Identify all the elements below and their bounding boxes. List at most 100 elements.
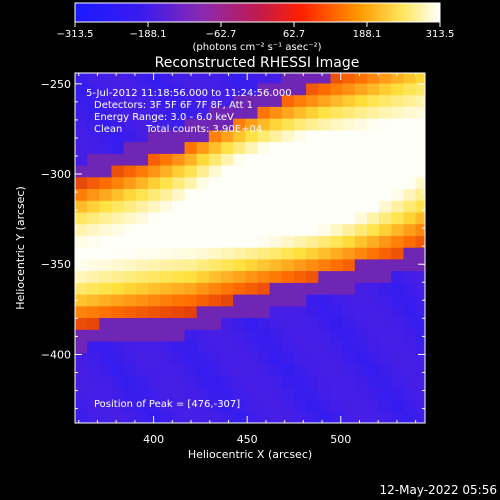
heatmap-cell <box>269 247 283 260</box>
heatmap-cell <box>172 235 186 248</box>
heatmap-cell <box>391 200 405 213</box>
heatmap-cell <box>172 282 186 295</box>
heatmap-cell <box>391 82 405 96</box>
heatmap-cell <box>87 94 100 107</box>
annotation-detectors: Detectors: 3F 5F 6F 7F 8F, Att 1 <box>94 100 253 111</box>
colorbar <box>75 3 440 22</box>
heatmap-cell <box>306 165 319 178</box>
heatmap-cell <box>135 118 149 131</box>
heatmap-cell <box>269 129 283 143</box>
heatmap-cell <box>342 387 356 401</box>
heatmap-cell <box>123 317 137 330</box>
heatmap-cell <box>233 106 246 119</box>
heatmap-cell <box>367 200 380 213</box>
heatmap-cell <box>148 329 161 342</box>
heatmap-cell <box>257 411 271 423</box>
heatmap-cell <box>208 106 222 119</box>
heatmap-cell <box>75 165 88 178</box>
heatmap-cell <box>342 200 356 213</box>
heatmap-cell <box>172 94 186 107</box>
heatmap-cell <box>123 270 137 283</box>
heatmap-cell <box>330 399 344 412</box>
heatmap-cell <box>184 329 198 342</box>
heatmap-cell <box>233 294 246 307</box>
heatmap-cell <box>87 282 100 295</box>
heatmap-cell <box>257 176 271 189</box>
heatmap-cell <box>245 223 259 236</box>
y-tick-label: −250 <box>41 78 71 91</box>
heatmap-cell <box>342 305 356 318</box>
heatmap-cell <box>342 247 356 260</box>
heatmap-cell <box>391 294 405 307</box>
heatmap-cell <box>391 282 405 295</box>
heatmap-cell <box>367 340 380 354</box>
heatmap-cell <box>184 247 198 260</box>
heatmap-cell <box>245 73 259 84</box>
heatmap-cell <box>135 106 149 119</box>
heatmap-cell <box>87 247 100 260</box>
heatmap-cell <box>87 294 100 307</box>
heatmap-cell <box>123 82 137 96</box>
heatmap-cell <box>354 73 368 84</box>
heatmap-cell <box>87 258 100 272</box>
heatmap-cell <box>257 223 271 236</box>
heatmap-cell <box>99 200 113 213</box>
heatmap-cell <box>87 305 100 318</box>
heatmap-cell <box>318 282 332 295</box>
heatmap-cell <box>208 258 222 272</box>
heatmap-cell <box>318 376 332 389</box>
heatmap-cell <box>123 235 137 248</box>
heatmap-cell <box>306 340 319 354</box>
heatmap-cell <box>172 305 186 318</box>
heatmap-cell <box>135 294 149 307</box>
heatmap-cell <box>196 247 210 260</box>
y-tick-label: −300 <box>41 168 71 181</box>
heatmap-cell <box>245 364 259 377</box>
heatmap-cell <box>87 188 100 201</box>
heatmap-cell <box>354 340 368 354</box>
x-tick-label: 400 <box>143 433 164 446</box>
heatmap-cell <box>415 399 425 412</box>
heatmap-cell <box>391 329 405 342</box>
heatmap-cell <box>269 329 283 342</box>
heatmap-cell <box>221 188 234 201</box>
heatmap-cell <box>221 73 234 84</box>
heatmap-cell <box>208 387 222 401</box>
heatmap-cell <box>415 211 425 225</box>
heatmap-cell <box>99 211 113 225</box>
heatmap-cell <box>257 294 271 307</box>
heatmap-cell <box>269 82 283 96</box>
heatmap-cell <box>257 153 271 166</box>
heatmap-cell <box>354 94 368 107</box>
heatmap-cell <box>354 82 368 96</box>
heatmap-cell <box>306 317 319 330</box>
heatmap-cell <box>294 176 307 189</box>
heatmap-cell <box>391 258 405 272</box>
heatmap-cell <box>281 176 295 189</box>
heatmap-cell <box>221 270 234 283</box>
heatmap-cell <box>330 329 344 342</box>
heatmap-cell <box>306 176 319 189</box>
heatmap-cell <box>306 352 319 365</box>
heatmap-cell <box>318 235 332 248</box>
heatmap-cell <box>269 340 283 354</box>
heatmap-cell <box>99 141 113 154</box>
heatmap-cell <box>99 399 113 412</box>
heatmap-cell <box>330 118 344 131</box>
heatmap-cell <box>294 118 307 131</box>
heatmap-cell <box>391 305 405 318</box>
heatmap-cell <box>318 153 332 166</box>
heatmap-cell <box>87 364 100 377</box>
heatmap-cell <box>123 340 137 354</box>
heatmap-cell <box>148 73 161 84</box>
heatmap-cell <box>160 340 173 354</box>
heatmap-cell <box>172 176 186 189</box>
heatmap-cell <box>135 176 149 189</box>
heatmap-cell <box>415 294 425 307</box>
heatmap-cell <box>184 411 198 423</box>
heatmap-cell <box>172 82 186 96</box>
heatmap-cell <box>415 305 425 318</box>
heatmap-cell <box>75 247 88 260</box>
heatmap-cell <box>330 176 344 189</box>
heatmap-cell <box>233 211 246 225</box>
